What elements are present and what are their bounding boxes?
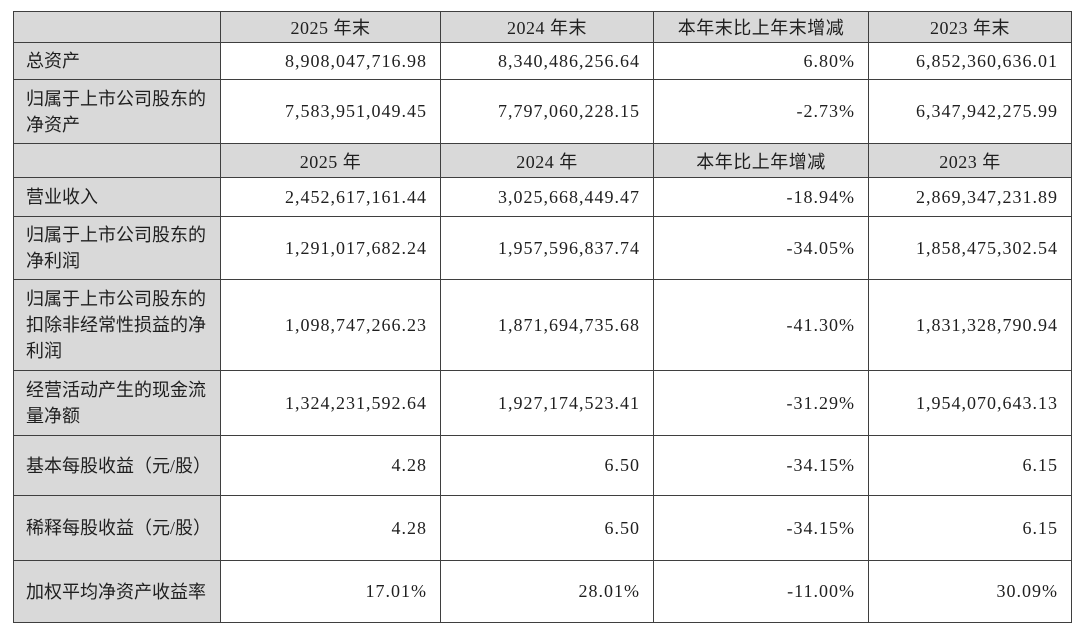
table-row-total-assets: 总资产 8,908,047,716.98 8,340,486,256.64 6.…: [13, 42, 1072, 80]
row-label: 归属于上市公司股东的扣除非经常性损益的净利润: [13, 279, 221, 371]
cell-change-value: -34.15%: [653, 495, 869, 561]
table-row-net-assets: 归属于上市公司股东的净资产 7,583,951,049.45 7,797,060…: [13, 79, 1072, 144]
cell-2024-value: 1,871,694,735.68: [440, 279, 654, 371]
col-header-2025: 2025 年: [220, 143, 441, 178]
cell-change-value: -34.05%: [653, 216, 869, 280]
financial-summary-table: 2025 年末 2024 年末 本年末比上年末增减 2023 年末 总资产 8,…: [13, 11, 1072, 623]
row-label: 基本每股收益（元/股）: [13, 435, 221, 496]
cell-2025-value: 4.28: [220, 495, 441, 561]
header-corner-cell: [13, 143, 221, 178]
row-label: 稀释每股收益（元/股）: [13, 495, 221, 561]
cell-change-value: -2.73%: [653, 79, 869, 144]
row-label: 加权平均净资产收益率: [13, 560, 221, 623]
cell-2024-value: 1,927,174,523.41: [440, 370, 654, 436]
cell-2025-value: 7,583,951,049.45: [220, 79, 441, 144]
cell-2023-value: 1,831,328,790.94: [868, 279, 1072, 371]
cell-2025-value: 4.28: [220, 435, 441, 496]
row-label: 归属于上市公司股东的净利润: [13, 216, 221, 280]
cell-2025-value: 17.01%: [220, 560, 441, 623]
cell-2023-value: 2,869,347,231.89: [868, 177, 1072, 217]
cell-2023-value: 6.15: [868, 495, 1072, 561]
cell-2023-value: 6.15: [868, 435, 1072, 496]
cell-2024-value: 6.50: [440, 495, 654, 561]
col-header-2024: 2024 年: [440, 143, 654, 178]
col-header-2023-end: 2023 年末: [868, 11, 1072, 43]
cell-2023-value: 30.09%: [868, 560, 1072, 623]
cell-2023-value: 1,858,475,302.54: [868, 216, 1072, 280]
col-header-yoy-end-change: 本年末比上年末增减: [653, 11, 869, 43]
cell-2024-value: 8,340,486,256.64: [440, 42, 654, 80]
col-header-2023: 2023 年: [868, 143, 1072, 178]
row-label: 营业收入: [13, 177, 221, 217]
cell-2024-value: 28.01%: [440, 560, 654, 623]
header-corner-cell: [13, 11, 221, 43]
cell-change-value: -34.15%: [653, 435, 869, 496]
col-header-2025-end: 2025 年末: [220, 11, 441, 43]
cell-change-value: -31.29%: [653, 370, 869, 436]
cell-change-value: -41.30%: [653, 279, 869, 371]
row-label: 经营活动产生的现金流量净额: [13, 370, 221, 436]
cell-change-value: -11.00%: [653, 560, 869, 623]
cell-2024-value: 7,797,060,228.15: [440, 79, 654, 144]
header-row-full-year: 2025 年 2024 年 本年比上年增减 2023 年: [13, 143, 1072, 178]
cell-2025-value: 1,098,747,266.23: [220, 279, 441, 371]
table-row-net-profit-excl-nonrecurring: 归属于上市公司股东的扣除非经常性损益的净利润 1,098,747,266.23 …: [13, 279, 1072, 371]
cell-2025-value: 1,324,231,592.64: [220, 370, 441, 436]
cell-2024-value: 6.50: [440, 435, 654, 496]
cell-2025-value: 8,908,047,716.98: [220, 42, 441, 80]
cell-2025-value: 2,452,617,161.44: [220, 177, 441, 217]
table-row-weighted-avg-roe: 加权平均净资产收益率 17.01% 28.01% -11.00% 30.09%: [13, 560, 1072, 623]
table-row-revenue: 营业收入 2,452,617,161.44 3,025,668,449.47 -…: [13, 177, 1072, 217]
cell-2023-value: 6,347,942,275.99: [868, 79, 1072, 144]
table-row-basic-eps: 基本每股收益（元/股） 4.28 6.50 -34.15% 6.15: [13, 435, 1072, 496]
table-row-diluted-eps: 稀释每股收益（元/股） 4.28 6.50 -34.15% 6.15: [13, 495, 1072, 561]
col-header-2024-end: 2024 年末: [440, 11, 654, 43]
cell-2024-value: 3,025,668,449.47: [440, 177, 654, 217]
header-row-end-of-year: 2025 年末 2024 年末 本年末比上年末增减 2023 年末: [13, 11, 1072, 43]
cell-2025-value: 1,291,017,682.24: [220, 216, 441, 280]
cell-2023-value: 6,852,360,636.01: [868, 42, 1072, 80]
table-row-operating-cash-flow: 经营活动产生的现金流量净额 1,324,231,592.64 1,927,174…: [13, 370, 1072, 436]
cell-2023-value: 1,954,070,643.13: [868, 370, 1072, 436]
cell-change-value: 6.80%: [653, 42, 869, 80]
cell-2024-value: 1,957,596,837.74: [440, 216, 654, 280]
row-label: 总资产: [13, 42, 221, 80]
table-row-net-profit: 归属于上市公司股东的净利润 1,291,017,682.24 1,957,596…: [13, 216, 1072, 280]
cell-change-value: -18.94%: [653, 177, 869, 217]
row-label: 归属于上市公司股东的净资产: [13, 79, 221, 144]
col-header-yoy-change: 本年比上年增减: [653, 143, 869, 178]
